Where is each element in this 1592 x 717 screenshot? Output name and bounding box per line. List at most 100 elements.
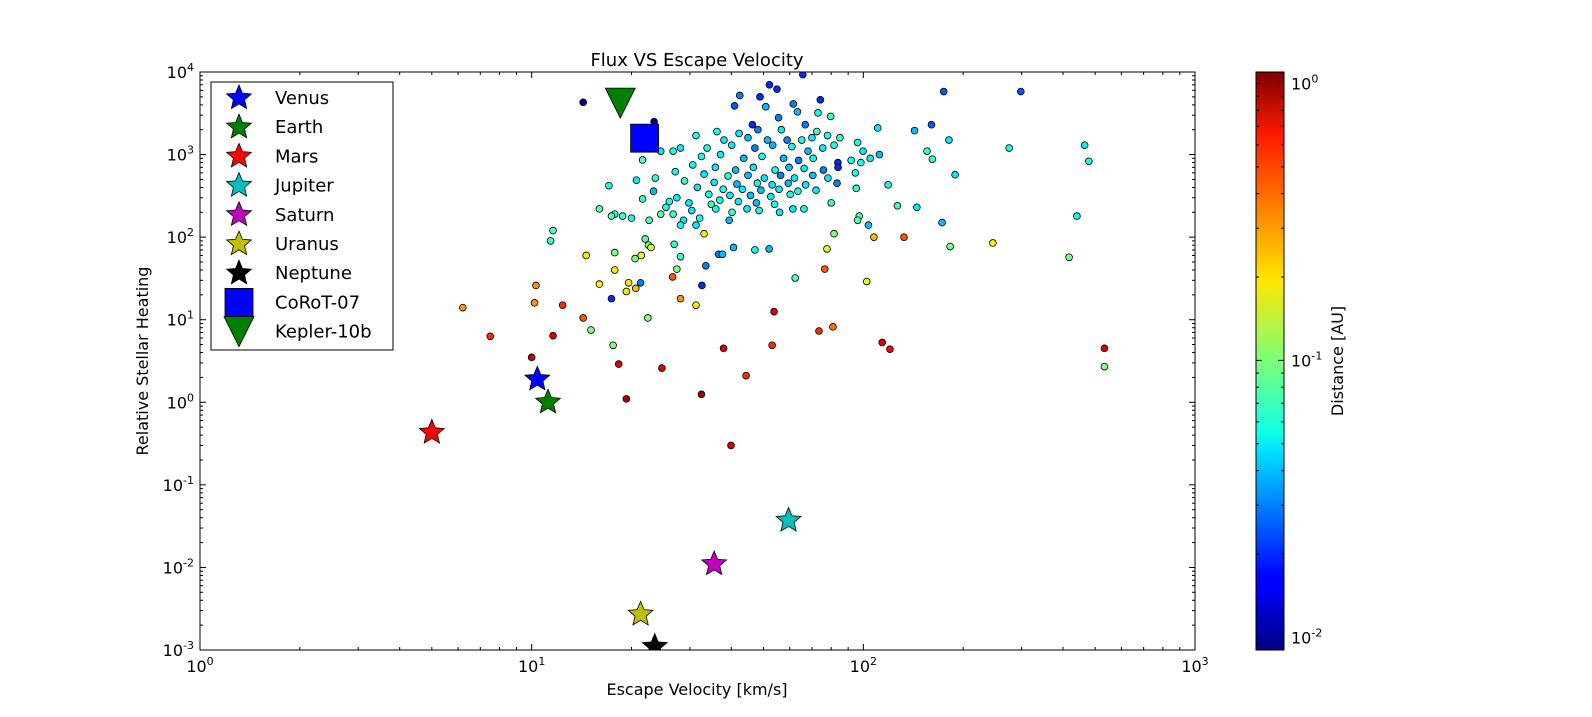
data-point: [486, 332, 495, 341]
colorbar-tick-label: 100: [1291, 72, 1318, 93]
data-point: [785, 163, 793, 172]
data-point: [558, 301, 567, 309]
data-point: [702, 261, 710, 270]
y-axis-ticks: 10-3 10-2 10-1 100 101 102 103 104: [163, 61, 1195, 660]
y-tick-label: 100: [167, 391, 194, 412]
data-point: [700, 170, 708, 178]
x-tick-label: 103: [1181, 655, 1208, 676]
data-point: [749, 163, 758, 172]
data-point: [818, 144, 827, 152]
data-point: [945, 136, 953, 144]
data-point: [946, 242, 954, 251]
data-point: [878, 338, 887, 347]
data-point: [939, 87, 948, 96]
data-point: [668, 273, 677, 281]
legend: Venus Earth Mars Jupiter Saturn Uranus Neptune…: [210, 81, 394, 351]
data-point: [595, 280, 604, 288]
data-point: [833, 179, 841, 188]
data-point: [727, 441, 735, 450]
data-point: [527, 353, 536, 362]
data-point: [610, 266, 619, 274]
data-point: [1065, 253, 1073, 262]
legend-kepler-10b-label: Kepler-10b: [275, 322, 372, 343]
legend-venus-marker: [225, 83, 253, 110]
data-point: [820, 265, 829, 273]
chart-title: Flux VS Escape Velocity: [590, 50, 803, 71]
data-point: [673, 193, 681, 202]
data-point: [812, 186, 820, 195]
data-point: [989, 239, 997, 247]
data-point: [823, 131, 832, 140]
data-point: [692, 301, 700, 309]
legend-mars-marker: [225, 142, 253, 168]
data-point: [649, 187, 658, 196]
data-point: [582, 251, 590, 260]
data-point: [1005, 144, 1013, 152]
legend-jupiter-label: Jupiter: [274, 176, 334, 197]
data-point: [768, 341, 776, 350]
data-point: [770, 200, 779, 209]
data-point: [777, 125, 786, 134]
data-point: [725, 216, 733, 225]
data-point: [823, 245, 831, 253]
data-point: [622, 287, 631, 296]
data-point: [676, 221, 685, 229]
data-point: [851, 169, 860, 177]
data-point: [852, 184, 861, 193]
legend-saturn-label: Saturn: [275, 205, 334, 226]
data-point: [733, 180, 741, 188]
data-point: [710, 178, 718, 187]
saturn-marker: [700, 549, 728, 576]
data-point: [676, 144, 685, 152]
data-point: [830, 141, 838, 149]
data-point: [751, 144, 759, 152]
data-point: [801, 120, 810, 129]
data-point: [758, 152, 766, 161]
data-point: [685, 199, 693, 207]
data-point: [752, 199, 761, 207]
data-point: [1073, 212, 1081, 220]
x-tick-label: 102: [850, 655, 877, 676]
data-point: [1080, 141, 1089, 149]
data-point: [697, 152, 706, 161]
data-point: [530, 299, 539, 307]
data-point: [624, 278, 633, 287]
y-tick-label: 10-1: [163, 474, 194, 495]
data-point: [692, 131, 700, 140]
data-point: [799, 72, 807, 79]
data-point: [836, 133, 844, 142]
data-point: [793, 107, 802, 116]
data-point: [776, 171, 785, 180]
data-point: [622, 395, 631, 403]
data-point: [665, 197, 674, 206]
data-point: [670, 240, 679, 249]
jupiter-marker: [775, 506, 802, 532]
y-tick-label: 104: [167, 61, 194, 82]
y-tick-label: 10-3: [163, 639, 194, 660]
data-point: [797, 136, 806, 144]
data-point: [680, 177, 689, 185]
data-point: [459, 303, 467, 312]
legend-earth-marker: [225, 113, 253, 139]
data-point: [754, 125, 762, 134]
data-point: [938, 218, 946, 227]
data-point: [645, 216, 653, 225]
data-point: [763, 136, 772, 144]
data-point: [788, 142, 796, 151]
data-point: [748, 120, 757, 129]
legend-corot-07-marker: [224, 287, 254, 317]
data-point: [775, 208, 784, 217]
data-point: [765, 80, 774, 89]
data-point: [773, 85, 781, 93]
data-point: [768, 181, 776, 189]
data-point: [859, 147, 867, 155]
data-point: [800, 164, 808, 173]
legend-uranus-marker: [225, 229, 253, 256]
data-point: [864, 221, 873, 229]
data-point: [744, 171, 752, 180]
data-point: [1100, 362, 1109, 371]
data-point: [804, 147, 812, 155]
data-point: [549, 331, 557, 340]
data-point: [794, 187, 802, 196]
data-point: [900, 233, 908, 241]
